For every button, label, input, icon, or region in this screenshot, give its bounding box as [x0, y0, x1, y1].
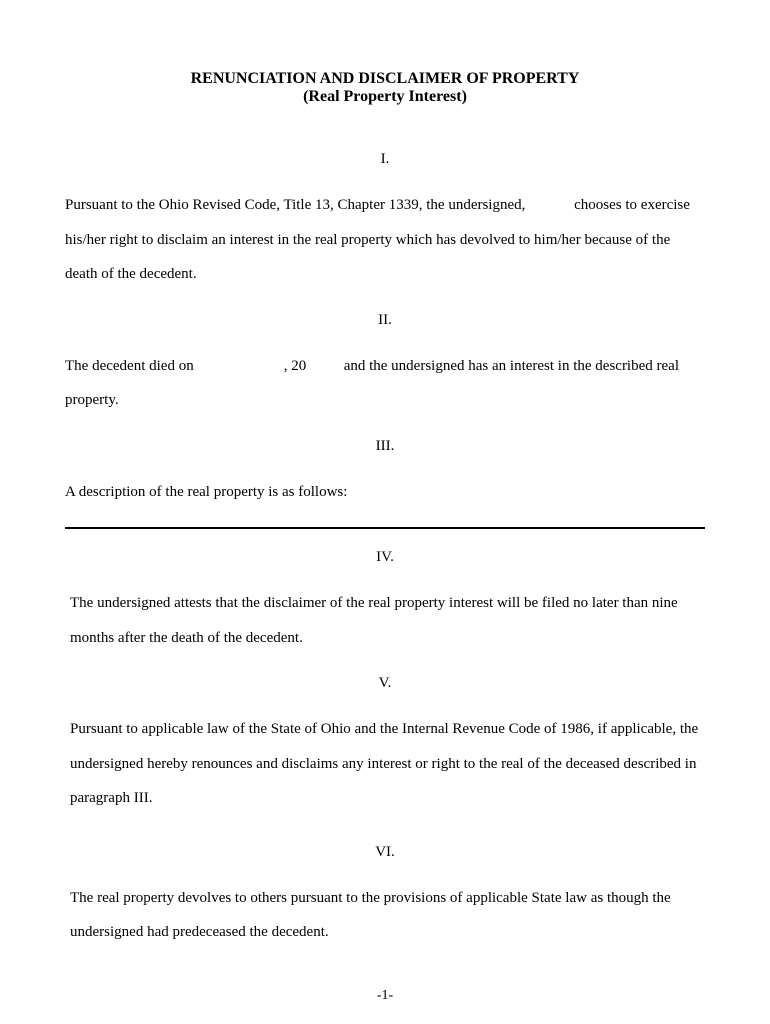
section-1-number: I.	[65, 151, 705, 168]
divider	[65, 527, 705, 529]
section-6-text: The real property devolves to others pur…	[65, 881, 705, 950]
section-5-text: Pursuant to applicable law of the State …	[65, 712, 705, 816]
title-main: RENUNCIATION AND DISCLAIMER OF PROPERTY	[65, 70, 705, 88]
section-6-number: VI.	[65, 844, 705, 861]
section-3-text: A description of the real property is as…	[65, 475, 705, 510]
section-3-number: III.	[65, 438, 705, 455]
section-2-text: The decedent died on , 20 and the unders…	[65, 349, 705, 418]
section-1-text: Pursuant to the Ohio Revised Code, Title…	[65, 188, 705, 292]
section-4-number: IV.	[65, 549, 705, 566]
document-title: RENUNCIATION AND DISCLAIMER OF PROPERTY …	[65, 70, 705, 106]
section-5-number: V.	[65, 675, 705, 692]
title-sub: (Real Property Interest)	[65, 88, 705, 106]
section-4-text: The undersigned attests that the disclai…	[65, 586, 705, 655]
section-2-number: II.	[65, 312, 705, 329]
page-number: -1-	[0, 988, 770, 1004]
